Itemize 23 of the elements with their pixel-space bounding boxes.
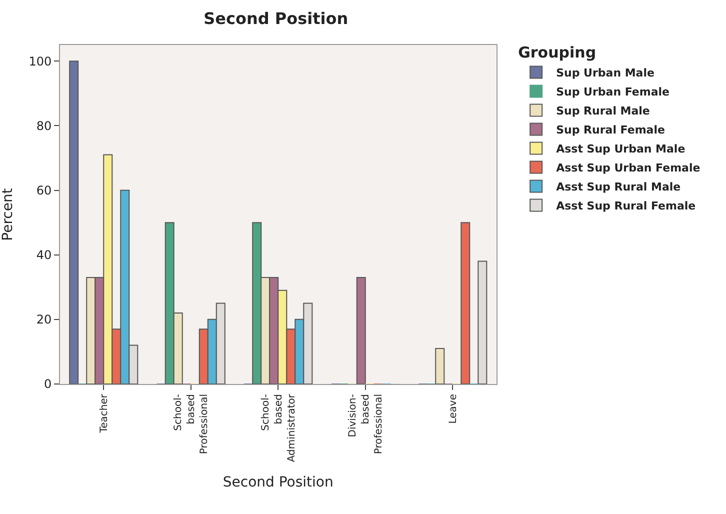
y-axis-title: Percent <box>0 188 16 241</box>
legend-label: Asst Sup Rural Female <box>556 200 696 213</box>
x-tick-label: School- based Professional <box>173 394 210 454</box>
y-tick-label: 20 <box>36 312 52 327</box>
legend-label: Sup Rural Male <box>556 104 650 118</box>
x-tick-label: Leave <box>448 394 459 424</box>
x-tick-label: School- based Administrator <box>260 393 298 462</box>
chart-title: Second Position <box>204 9 348 28</box>
y-tick-label: 40 <box>36 248 52 262</box>
x-tick-label: Division- based Professional <box>348 394 385 454</box>
y-tick-label: 0 <box>44 377 52 392</box>
legend-label: Asst Sup Urban Male <box>556 142 686 156</box>
legend-label: Sup Rural Female <box>556 124 665 137</box>
legend-label: Asst Sup Rural Male <box>556 180 681 194</box>
y-tick-label: 100 <box>28 54 52 68</box>
y-tick-label: 80 <box>36 118 52 133</box>
x-tick-label: Teacher <box>98 393 110 434</box>
y-tick-label: 60 <box>36 183 52 198</box>
x-axis-title: Second Position <box>222 474 334 490</box>
legend-label: Asst Sup Urban Female <box>556 162 700 175</box>
legend-label: Sup Urban Female <box>556 86 670 99</box>
legend-label: Sup Urban Male <box>556 66 654 80</box>
legend-title: Grouping <box>518 44 596 62</box>
